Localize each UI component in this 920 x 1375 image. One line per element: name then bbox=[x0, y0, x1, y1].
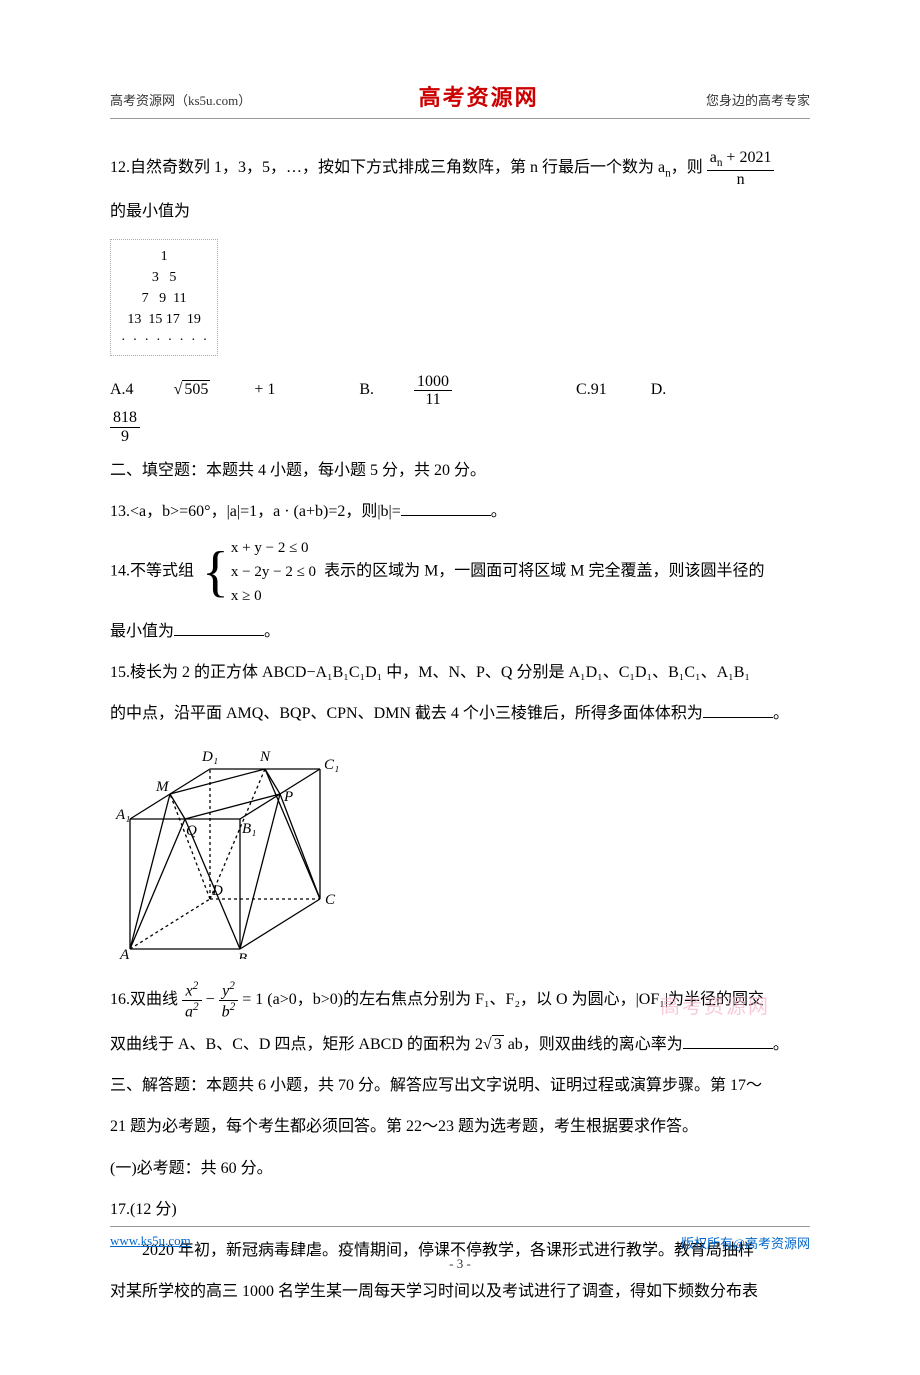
q12-options: A.4√505 + 1 B.100011 C.91 D.8189 bbox=[110, 372, 810, 445]
q12-prefix: 12.自然奇数列 1，3，5，…，按如下方式排成三角数阵，第 n 行最后一个数为… bbox=[110, 159, 665, 176]
label-A: A bbox=[119, 947, 130, 959]
option-a: A.4√505 + 1 bbox=[110, 381, 315, 398]
label-C: C bbox=[325, 892, 336, 908]
opt-a-sqrt: 505 bbox=[182, 380, 210, 398]
tri-r2: 3 5 bbox=[121, 267, 207, 288]
label-P: P bbox=[283, 789, 293, 805]
q17-p2: 对某所学校的高三 1000 名学生某一周每天学习时间以及考试进行了调查，得如下频… bbox=[110, 1274, 810, 1309]
q16-l2-pre: 双曲线于 A、B、C、D 四点，矩形 ABCD 的面积为 2 bbox=[110, 1036, 483, 1053]
q12-mid: ，则 bbox=[671, 159, 703, 176]
brace-left-icon: { bbox=[202, 544, 229, 600]
q13-tail: 。 bbox=[491, 503, 507, 520]
q14-line2-pre: 最小值为 bbox=[110, 623, 174, 640]
q15-blank bbox=[703, 702, 773, 718]
label-C1: C₁ bbox=[324, 757, 339, 773]
page-number: - 3 - bbox=[0, 1256, 920, 1272]
label-B: B bbox=[238, 951, 247, 959]
label-Q: Q bbox=[186, 823, 197, 839]
q16-l2-tail: 。 bbox=[773, 1036, 789, 1053]
header-brand: 高考资源网 bbox=[419, 80, 539, 112]
q16-minus: − bbox=[206, 991, 219, 1008]
opt-b-num: 1000 bbox=[414, 373, 452, 392]
q13-text: 13.<a，b>=60°，|a|=1，a · (a+b)=2，则|b|= bbox=[110, 503, 401, 520]
footer-url: www.ks5u.com bbox=[110, 1233, 191, 1252]
q16-line1: 16.双曲线 x2 a2 − y2 b2 = 1 (a>0，b>0)的左右焦点分… bbox=[110, 980, 810, 1021]
opt-b-den: 11 bbox=[414, 391, 452, 409]
q12-fraction: an + 2021 n bbox=[707, 149, 775, 188]
opt-a-pre: A.4 bbox=[110, 381, 134, 398]
q14-ineq2: x − 2y − 2 ≤ 0 bbox=[231, 560, 316, 584]
tri-r3: 7 9 11 bbox=[121, 288, 207, 309]
q16-f1-num: x bbox=[185, 983, 192, 1000]
section-2-heading: 二、填空题：本题共 4 小题，每小题 5 分，共 20 分。 bbox=[110, 453, 810, 488]
q14-ineq3: x ≥ 0 bbox=[231, 584, 316, 608]
opt-a-post: + 1 bbox=[250, 381, 275, 398]
q14-system: { x + y − 2 ≤ 0 x − 2y − 2 ≤ 0 x ≥ 0 bbox=[202, 536, 316, 608]
q16-l2-mid: ab，则双曲线的离心率为 bbox=[504, 1036, 683, 1053]
q14-line1: 14.不等式组 { x + y − 2 ≤ 0 x − 2y − 2 ≤ 0 x… bbox=[110, 536, 810, 608]
label-D: D bbox=[211, 883, 223, 899]
q14-blank bbox=[174, 620, 264, 636]
q16-f1-den: a bbox=[185, 1004, 193, 1021]
q15-line2-pre: 的中点，沿平面 AMQ、BQP、CPN、DMN 截去 4 个小三棱锥后，所得多面… bbox=[110, 705, 703, 722]
opt-d-pre: D. bbox=[651, 381, 667, 398]
q16-sqrt3: 3 bbox=[492, 1035, 504, 1053]
opt-b-pre: B. bbox=[359, 381, 374, 398]
page-header: 高考资源网（ks5u.com） 高考资源网 您身边的高考专家 bbox=[110, 80, 810, 119]
q16-f1-den-sup: 2 bbox=[193, 1001, 199, 1013]
page-footer: www.ks5u.com 版权所有@高考资源网 bbox=[110, 1226, 810, 1252]
label-D1: D₁ bbox=[201, 749, 218, 765]
q12-frac-den: n bbox=[707, 171, 775, 189]
tri-r4: 13 15 17 19 bbox=[121, 309, 207, 330]
q13-blank bbox=[401, 500, 491, 516]
content-body: 12.自然奇数列 1，3，5，…，按如下方式排成三角数阵，第 n 行最后一个数为… bbox=[110, 149, 810, 1309]
section3-l1: 三、解答题：本题共 6 小题，共 70 分。解答应写出文字说明、证明过程或演算步… bbox=[110, 1068, 810, 1103]
header-left: 高考资源网（ks5u.com） bbox=[110, 90, 251, 109]
cube-figure: A B C D A₁ B₁ C₁ D₁ M N P Q bbox=[110, 739, 810, 972]
q16-frac2: y2 b2 bbox=[219, 980, 239, 1021]
header-right: 您身边的高考专家 bbox=[706, 90, 810, 109]
q14-line2: 最小值为 。 bbox=[110, 614, 810, 649]
q16-blank bbox=[683, 1033, 773, 1049]
q16-f2-den-sup: 2 bbox=[230, 1001, 236, 1013]
section3-l3: (一)必考题：共 60 分。 bbox=[110, 1151, 810, 1186]
q16-pre: 16.双曲线 bbox=[110, 991, 182, 1008]
q14-ineq1: x + y − 2 ≤ 0 bbox=[231, 536, 316, 560]
footer-copyright: 版权所有@高考资源网 bbox=[681, 1233, 810, 1252]
q14-pre: 14.不等式组 bbox=[110, 562, 198, 579]
q15-line2: 的中点，沿平面 AMQ、BQP、CPN、DMN 截去 4 个小三棱锥后，所得多面… bbox=[110, 696, 810, 731]
q12-line1: 12.自然奇数列 1，3，5，…，按如下方式排成三角数阵，第 n 行最后一个数为… bbox=[110, 149, 810, 188]
q16-line2: 双曲线于 A、B、C、D 四点，矩形 ABCD 的面积为 2√3 ab，则双曲线… bbox=[110, 1027, 810, 1062]
q13: 13.<a，b>=60°，|a|=1，a · (a+b)=2，则|b|= 。 bbox=[110, 494, 810, 529]
label-B1: B₁ bbox=[242, 821, 256, 837]
q16-frac1: x2 a2 bbox=[182, 980, 202, 1021]
q17-head: 17.(12 分) bbox=[110, 1192, 810, 1227]
q12-frac-num-plus: + 2021 bbox=[722, 149, 771, 166]
label-A1: A₁ bbox=[115, 807, 130, 823]
q14-mid: 表示的区域为 M，一圆面可将区域 M 完全覆盖，则该圆半径的 bbox=[324, 562, 764, 579]
section3-l2: 21 题为必考题，每个考生都必须回答。第 22～23 题为选考题，考生根据要求作… bbox=[110, 1109, 810, 1144]
q16-mid: (a>0，b>0)的左右焦点分别为 F₁、F₂，以 O 为圆心，|OF₁|为半径… bbox=[267, 991, 764, 1008]
opt-d-den: 9 bbox=[110, 428, 140, 446]
opt-d-num: 818 bbox=[110, 409, 140, 428]
tri-r1: 1 bbox=[121, 246, 207, 267]
q16-f2-num-sup: 2 bbox=[229, 980, 235, 992]
option-b: B.100011 bbox=[359, 381, 532, 398]
q16-f2-den: b bbox=[222, 1004, 230, 1021]
q15-line2-tail: 。 bbox=[773, 705, 789, 722]
triangle-number-array: 1 3 5 7 9 11 13 15 17 19 · · · · · · · · bbox=[110, 239, 218, 356]
label-M: M bbox=[155, 779, 170, 795]
tri-r5: · · · · · · · · bbox=[121, 330, 207, 351]
q14-line2-tail: 。 bbox=[264, 623, 280, 640]
q15-line1: 15.棱长为 2 的正方体 ABCD−A₁B₁C₁D₁ 中，M、N、P、Q 分别… bbox=[110, 655, 810, 690]
q12-frac-num-a: a bbox=[710, 149, 717, 166]
q12-tail: 的最小值为 bbox=[110, 194, 810, 229]
q16-f1-num-sup: 2 bbox=[193, 980, 199, 992]
label-N: N bbox=[259, 749, 271, 765]
q16-eq: = 1 bbox=[242, 991, 263, 1008]
option-c: C.91 bbox=[576, 381, 607, 398]
